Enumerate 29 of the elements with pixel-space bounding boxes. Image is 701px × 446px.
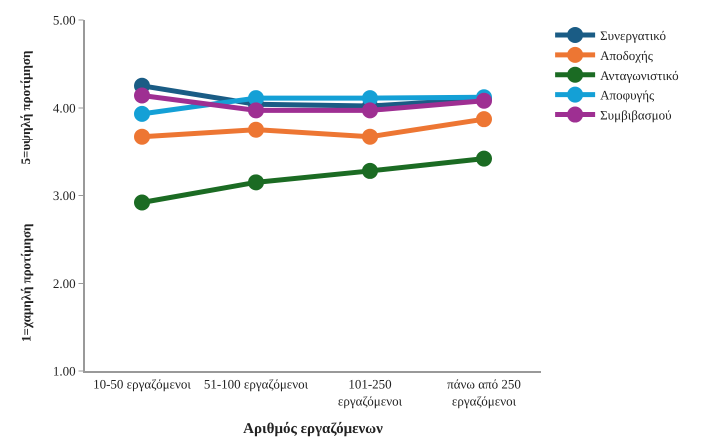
point [362,128,378,145]
point [248,102,264,118]
point [248,122,264,138]
legend-label: Αποδοχής [600,48,654,63]
point [476,150,492,167]
legend-label: Ανταγωνιστικό [600,68,679,83]
point [362,102,378,118]
legend-label: Συμβιβασμού [600,108,672,123]
x-tick-label: 101-250 εργαζόμενοι [338,376,403,408]
x-tick-label: 51-100 εργαζόμενοι [204,376,309,392]
point [134,106,150,122]
point [362,162,378,179]
legend-label: Αποφυγής [600,88,656,103]
y-tick-label: 3.00 [52,188,76,204]
point [476,111,492,128]
x-tick-label: 10-50 εργαζόμενοι [93,376,192,392]
point [134,128,150,145]
y-tick-label: 5.00 [52,12,76,28]
text: 5=υψηλή προτίμηση [18,50,33,164]
point [134,87,150,104]
point [134,194,150,211]
y-tick-label: 4.00 [52,100,76,116]
y-tick-label: 1.00 [52,364,76,379]
x-tick-label: πάνω από 250 εργαζόμενοι [447,376,521,408]
point [248,174,264,190]
x-axis-title: Αριθμός εργαζόμενων [243,420,384,437]
text: 1=χαμηλή προτίμηση [18,224,34,342]
y-tick-label: 2.00 [52,276,76,291]
legend-label: Συνεργατικό [600,28,666,44]
